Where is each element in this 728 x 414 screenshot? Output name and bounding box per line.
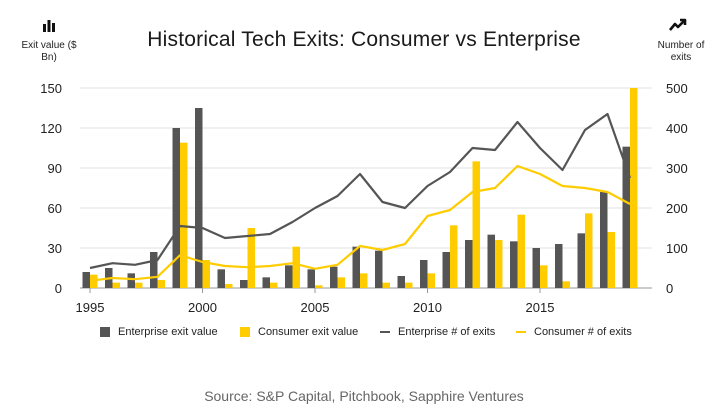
right-tick-label: 0 [666,281,673,296]
legend-label: Enterprise # of exits [398,326,496,338]
right-axis-label: Number of exits [657,40,705,63]
bar-enterprise-exit-value [262,277,270,288]
trend-line-icon [669,18,687,31]
bar-consumer-exit-value [225,284,233,288]
source-note: Source: S&P Capital, Pitchbook, Sapphire… [204,388,524,404]
bar-enterprise-exit-value [510,241,518,288]
right-tick-label: 300 [666,161,688,176]
x-tick-label: 2015 [526,300,555,315]
x-tick-label: 2005 [301,300,330,315]
legend-label: Enterprise exit value [118,326,218,338]
legend-swatch [240,327,250,337]
bar-enterprise-exit-value [240,280,248,288]
bar-enterprise-exit-value [532,248,540,288]
bar-consumer-exit-value [292,246,300,288]
bar-consumer-exit-value [112,282,120,288]
bar-enterprise-exit-value [397,276,405,288]
bar-enterprise-exit-value [285,265,293,288]
bar-enterprise-exit-value [555,244,563,288]
bar-consumer-exit-value [450,225,458,288]
bar-consumer-exit-value [180,142,188,288]
legend-item: Enterprise # of exits [380,326,495,338]
right-tick-label: 400 [666,121,688,136]
bar-consumer-exit-value [540,265,548,288]
bar-consumer-exit-value [607,232,615,288]
left-tick-label: 60 [48,201,62,216]
left-tick-label: 120 [40,121,62,136]
bar-consumer-exit-value [405,282,413,288]
line-consumer-number-of-exits [89,164,631,282]
bar-consumer-exit-value [270,282,278,288]
left-axis-label: Exit value ($ Bn) [21,40,77,63]
right-tick-label: 100 [666,241,688,256]
bar-consumer-exit-value [630,88,638,288]
bar-enterprise-exit-value [127,273,135,288]
bar-consumer-exit-value [315,285,323,288]
x-tick-label: 2000 [188,300,217,315]
bar-enterprise-exit-value [352,246,360,288]
bar-consumer-exit-value [495,240,503,288]
bar-consumer-exit-value [517,214,525,288]
bar-enterprise-exit-value [465,240,473,288]
bar-enterprise-exit-value [217,269,225,288]
chart-title: Historical Tech Exits: Consumer vs Enter… [147,28,581,51]
bar-enterprise-exit-value [195,108,203,288]
bar-enterprise-exit-value [487,234,495,288]
left-tick-label: 150 [40,81,62,96]
bar-consumer-exit-value [337,277,345,288]
left-tick-label: 0 [55,281,62,296]
bar-enterprise-exit-value [82,272,90,288]
legend-swatch [380,331,390,333]
bar-enterprise-exit-value [172,128,180,288]
right-tick-label: 200 [666,201,688,216]
legend-label: Consumer exit value [258,326,359,338]
legend-label: Consumer # of exits [534,326,632,338]
line-enterprise-number-of-exits [89,112,632,270]
right-tick-label: 500 [666,81,688,96]
left-tick-label: 90 [48,161,62,176]
legend-item: Consumer exit value [240,326,358,338]
bar-consumer-exit-value [157,280,165,288]
x-tick-label: 2010 [413,300,442,315]
bar-enterprise-exit-value [442,252,450,288]
legend-swatch [516,331,526,333]
bar-enterprise-exit-value [577,233,585,288]
chart-plot: 0 0 30 100 60 200 90 300 120 400 150 500 1995 2000 200… [40,81,688,315]
legend-swatch [100,327,110,337]
bar-consumer-exit-value [382,282,390,288]
bar-enterprise-exit-value [622,146,630,288]
bar-consumer-exit-value [472,161,480,288]
bar-consumer-exit-value [585,213,593,288]
x-tick-label: 1995 [76,300,105,315]
bar-enterprise-exit-value [150,252,158,288]
legend-item: Consumer # of exits [516,326,632,338]
bar-enterprise-exit-value [307,269,315,288]
bar-enterprise-exit-value [600,192,608,288]
bar-consumer-exit-value [135,282,143,288]
bar-enterprise-exit-value [375,250,383,288]
bar-consumer-exit-value [202,260,210,288]
legend-item: Enterprise exit value [100,326,218,338]
bar-enterprise-exit-value [420,260,428,288]
bar-consumer-exit-value [427,273,435,288]
bar-consumer-exit-value [562,281,570,288]
bar-consumer-exit-value [247,228,255,288]
bar-enterprise-exit-value [330,266,338,288]
bar-consumer-exit-value [360,273,368,288]
bar-chart-icon [43,20,55,32]
left-tick-label: 30 [48,241,62,256]
